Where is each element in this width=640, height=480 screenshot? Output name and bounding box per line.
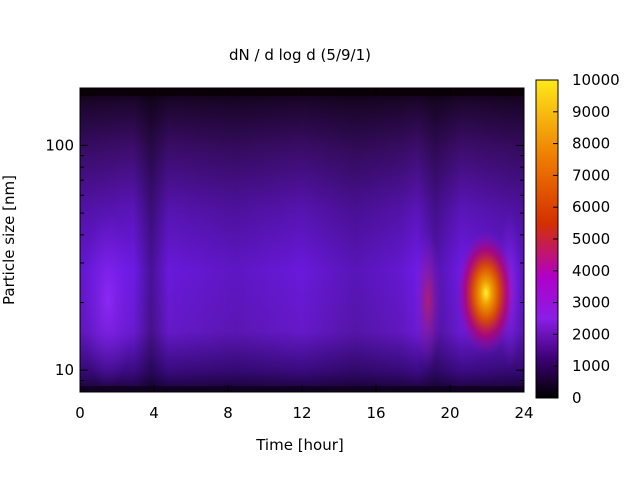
x-tick-label: 24 [514,404,533,422]
y-tick-label: 100 [45,136,74,154]
x-axis-label: Time [hour] [255,436,344,454]
colorbar-tick-label: 4000 [572,262,610,280]
colorbar-ticks: 0 1000 2000 3000 4000 5000 6000 7000 8000 9000 100… [553,71,620,407]
heatmap-area [80,88,524,392]
heatmap-horizontal-shading [80,88,524,392]
enhanced-band-early [82,210,134,390]
x-tick-label: 4 [149,404,159,422]
x-tick-label: 16 [366,404,385,422]
x-axis-ticks: 0 4 8 12 16 20 24 [75,88,534,422]
y-axis-ticks: 10 100 [45,136,524,393]
colorbar-tick-label: 5000 [572,230,610,248]
y-tick-label: 10 [55,361,74,379]
x-tick-label: 12 [292,404,311,422]
x-tick-label: 20 [440,404,459,422]
concentration-maximum [456,231,516,355]
y-axis-label: Particle size [nm] [0,175,18,305]
x-tick-label: 8 [223,404,233,422]
colorbar-tick-label: 2000 [572,325,610,343]
colorbar-tick-label: 6000 [572,198,610,216]
colorbar-tick-label: 9000 [572,103,610,121]
colorbar-tick-label: 7000 [572,166,610,184]
x-tick-label: 0 [75,404,85,422]
colorbar-tick-label: 10000 [572,71,620,89]
enhanced-band-evening [414,230,442,370]
chart-title: dN / d log d (5/9/1) [229,46,371,64]
colorbar-tick-label: 8000 [572,135,610,153]
colorbar-tick-label: 3000 [572,294,610,312]
colorbar-tick-label: 0 [572,389,582,407]
colorbar-tick-label: 1000 [572,357,610,375]
